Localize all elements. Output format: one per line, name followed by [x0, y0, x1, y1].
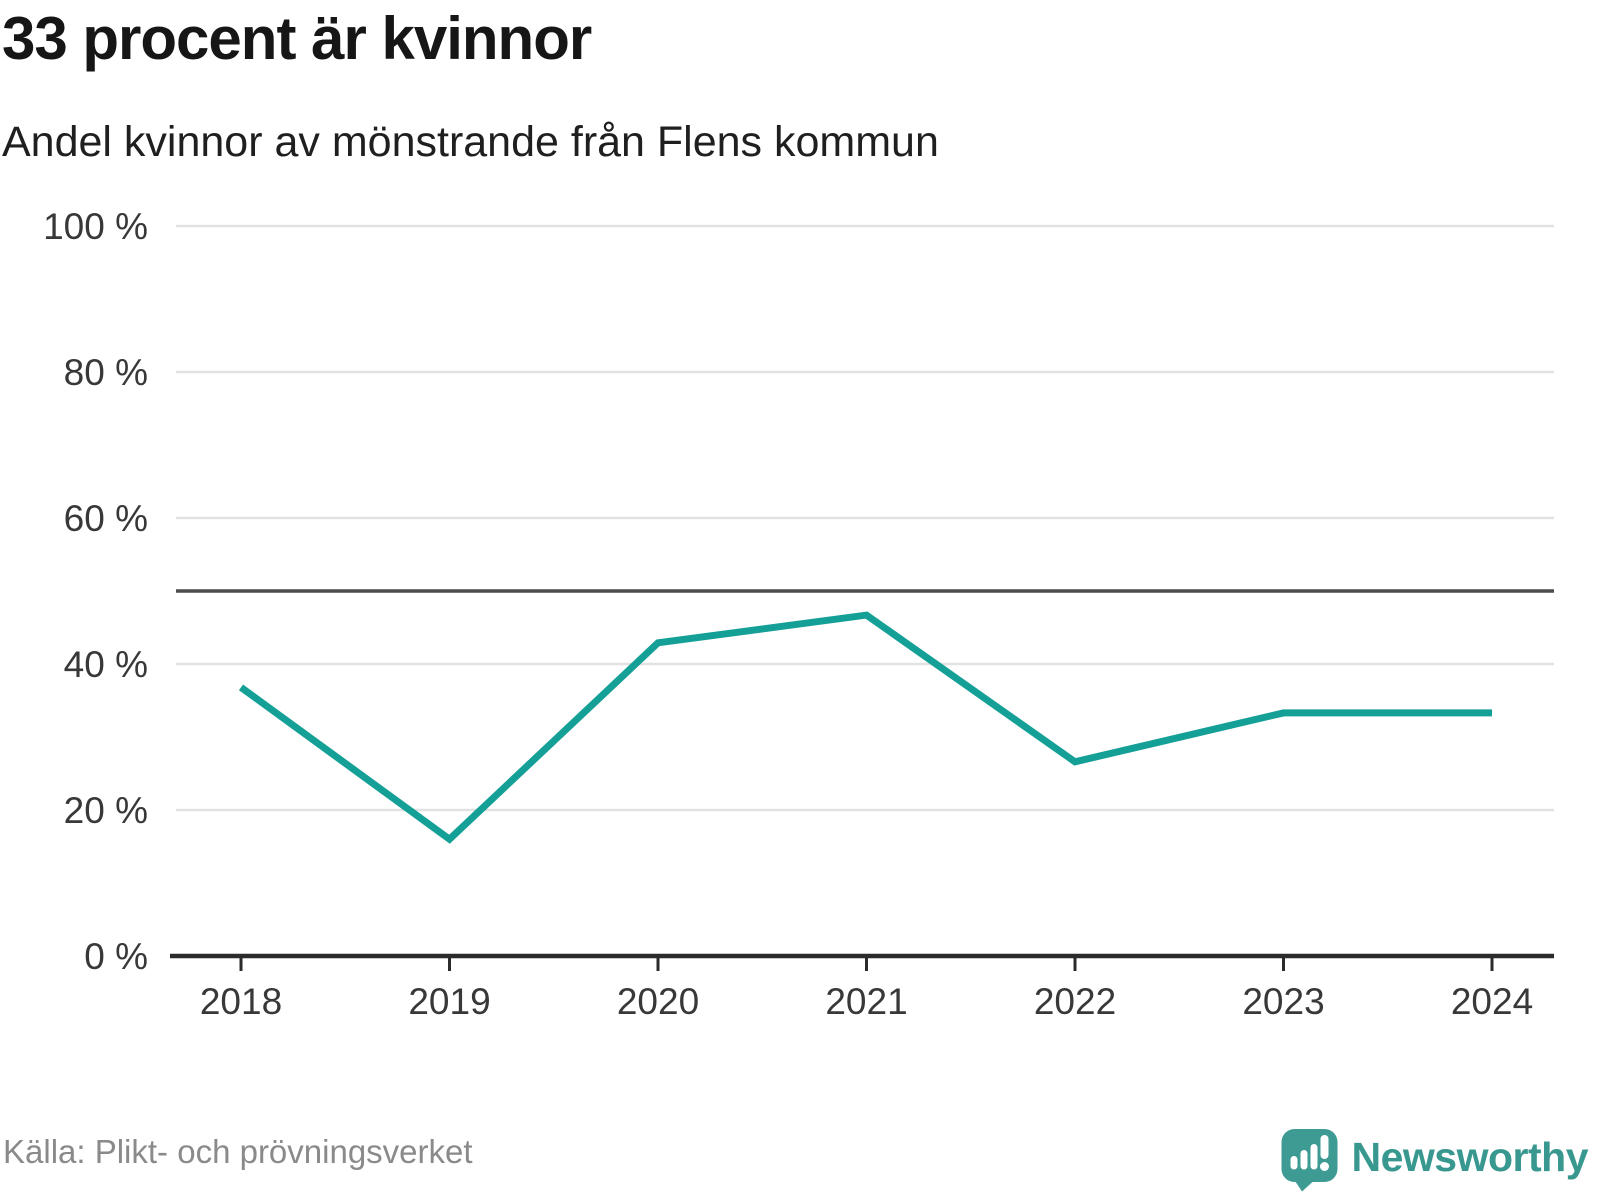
logo-bar-small: [1290, 1156, 1297, 1170]
x-tick-label-2019: 2019: [408, 981, 490, 1022]
brand-name: Newsworthy: [1351, 1133, 1589, 1180]
data-line-main: [238, 611, 1492, 844]
x-tick-label-2018: 2018: [200, 981, 282, 1022]
line-chart: 0 % 20 % 40 % 60 % 80 % 100 % 2018 2019 2020 2021…: [43, 206, 1554, 1022]
chart-title: 33 procent är kvinnor: [2, 5, 592, 72]
x-tick-label-2021: 2021: [825, 981, 907, 1022]
newsworthy-logo: Newsworthy: [1281, 1128, 1589, 1192]
speech-bubble-chart-icon: [1281, 1129, 1337, 1192]
logo-exclamation-stem: [1320, 1135, 1328, 1159]
x-tick-label-2023: 2023: [1242, 981, 1324, 1022]
logo-bar-medium: [1300, 1150, 1307, 1170]
y-tick-label-60: 60 %: [64, 498, 148, 539]
logo-exclamation-dot: [1319, 1162, 1329, 1171]
y-tick-label-40: 40 %: [64, 644, 148, 685]
source-note: Källa: Plikt- och prövningsverket: [3, 1133, 473, 1170]
y-tick-label-100: 100 %: [43, 206, 148, 247]
x-tick-label-2020: 2020: [617, 981, 699, 1022]
x-tick-label-2024: 2024: [1451, 981, 1533, 1022]
y-tick-label-0: 0 %: [84, 936, 148, 977]
logo-bubble-tail: [1292, 1178, 1317, 1192]
logo-bar-large: [1310, 1144, 1317, 1170]
logo-bubble-shape: [1281, 1129, 1337, 1182]
y-tick-label-80: 80 %: [64, 352, 148, 393]
x-tick-label-2022: 2022: [1034, 981, 1116, 1022]
chart-subtitle: Andel kvinnor av mönstrande från Flens k…: [2, 118, 939, 166]
y-tick-label-20: 20 %: [64, 790, 148, 831]
